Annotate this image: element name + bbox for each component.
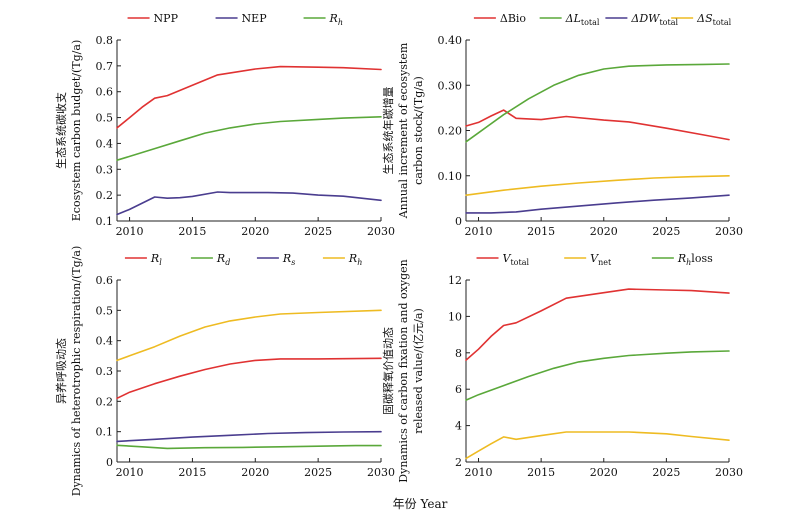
y-tick-label: 0.10 bbox=[438, 170, 463, 183]
x-tick-label: 2010 bbox=[116, 225, 144, 238]
series-line bbox=[465, 63, 730, 143]
y-tick-label: 0.5 bbox=[96, 112, 114, 125]
y-axis-label-line: Annual increment of ecosystem bbox=[397, 42, 410, 219]
legend-entry: ΔStotal bbox=[696, 12, 732, 27]
series-line bbox=[116, 444, 382, 450]
y-axis-label-line: Ecosystem carbon budget/(Tg/a) bbox=[70, 40, 83, 221]
x-tick-label: 2025 bbox=[652, 466, 680, 479]
legend-entry: NPP bbox=[154, 12, 179, 25]
x-tick-label: 2015 bbox=[527, 225, 555, 238]
y-axis-label-line: 生态系统年碳增量 bbox=[381, 87, 395, 175]
y-tick-label: 0.5 bbox=[96, 304, 114, 317]
x-tick-label: 2015 bbox=[178, 225, 206, 238]
x-tick-label: 2020 bbox=[590, 466, 618, 479]
y-tick-label: 0.2 bbox=[96, 189, 114, 202]
x-tick-label: 2010 bbox=[465, 466, 493, 479]
x-tick-label: 2030 bbox=[367, 225, 395, 238]
series-line bbox=[465, 350, 730, 401]
y-axis-label-line: released value/(亿元/a) bbox=[412, 308, 425, 434]
panel-top-left: 2010 2015 2020 2025 2030 0.1 0.2 0.3 0.4 0.5 0.6 0.… bbox=[54, 12, 395, 238]
x-tick-label: 2025 bbox=[652, 225, 680, 238]
series-line bbox=[465, 288, 730, 361]
y-tick-label: 0.6 bbox=[96, 86, 114, 99]
series-line bbox=[116, 309, 382, 362]
x-tick-label: 2010 bbox=[465, 225, 493, 238]
x-tick-label: 2010 bbox=[116, 466, 144, 479]
y-tick-label: 0.3 bbox=[96, 163, 114, 176]
figure-x-axis-label: 年份 Year bbox=[393, 497, 448, 511]
y-tick-label: 0.40 bbox=[438, 34, 463, 47]
x-tick-label: 2020 bbox=[241, 225, 269, 238]
panels-group: 2010 2015 2020 2025 20300.10.20.30.40.50.60.… bbox=[54, 12, 743, 496]
x-tick-label: 2020 bbox=[241, 466, 269, 479]
x-tick-label: 2020 bbox=[590, 225, 618, 238]
x-tick-label: 2030 bbox=[715, 225, 743, 238]
x-tick-label: 2015 bbox=[178, 466, 206, 479]
y-tick-label: 0.1 bbox=[96, 215, 114, 228]
legend-entry: Rhloss bbox=[677, 252, 713, 267]
y-tick-label: 0.1 bbox=[96, 426, 114, 439]
y-tick-label: 0.30 bbox=[438, 79, 463, 92]
series-line bbox=[116, 65, 382, 129]
legend-entry: ΔDWtotal bbox=[630, 12, 678, 27]
legend-entry: Rh bbox=[348, 252, 362, 267]
legend-entry: Rh bbox=[329, 12, 343, 27]
y-tick-label: 0.7 bbox=[96, 60, 114, 73]
y-tick-label: 0 bbox=[455, 215, 462, 228]
panel-top-right: 2010 2015 2020 2025 2030 0 0.10 0.20 0.30 0.40 生态系… bbox=[381, 12, 743, 238]
panel-bottom-left: 2010 2015 2020 2025 2030 0 0.1 0.2 0.3 0.4 0.5 0.6 异… bbox=[54, 246, 395, 497]
series-line bbox=[116, 191, 382, 216]
y-tick-label: 12 bbox=[448, 274, 462, 287]
legend-entry: Rl bbox=[150, 252, 162, 267]
x-tick-label: 2015 bbox=[527, 466, 555, 479]
y-axis-label-line: carbon stock/(Tg/a) bbox=[412, 76, 425, 185]
x-tick-label: 2025 bbox=[304, 225, 332, 238]
x-tick-label: 2025 bbox=[304, 466, 332, 479]
legend-entry: NEP bbox=[242, 12, 268, 25]
y-tick-label: 4 bbox=[455, 420, 462, 433]
legend-entry: ΔLtotal bbox=[565, 12, 600, 27]
y-axis-label-line: 异养呼吸动态 bbox=[54, 338, 68, 404]
y-tick-label: 8 bbox=[455, 347, 462, 360]
y-axis-label-line: 生态系统碳收支 bbox=[54, 92, 68, 169]
y-axis-label-line: Dynamics of heterotrophic respiration/(T… bbox=[70, 246, 83, 497]
series-line bbox=[465, 431, 730, 460]
panel-bottom-right: 2010 2015 2020 2025 2030 2 4 6 8 10 12 固碳释氧价值动态 Dyna… bbox=[381, 252, 743, 483]
x-tick-label: 2030 bbox=[367, 466, 395, 479]
series-line bbox=[116, 430, 382, 443]
legend-entry: Rd bbox=[216, 252, 230, 267]
y-tick-label: 2 bbox=[455, 456, 462, 469]
y-tick-label: 0.8 bbox=[96, 34, 114, 47]
legend-entry: Vtotal bbox=[503, 252, 530, 267]
y-tick-label: 0.2 bbox=[96, 395, 114, 408]
y-axis-label-line: 固碳释氧价值动态 bbox=[381, 327, 395, 415]
series-line bbox=[465, 175, 730, 196]
y-axis-label-line: Dynamics of carbon fixation and oxygen bbox=[397, 259, 410, 482]
x-tick-label: 2030 bbox=[715, 466, 743, 479]
series-line bbox=[116, 357, 382, 400]
series-line bbox=[465, 194, 730, 214]
legend-entry: Vnet bbox=[590, 252, 612, 267]
legend-entry: ΔBio bbox=[500, 12, 527, 25]
y-tick-label: 6 bbox=[455, 383, 462, 396]
y-tick-label: 10 bbox=[448, 310, 462, 323]
y-tick-label: 0.4 bbox=[96, 137, 114, 150]
y-tick-label: 0 bbox=[106, 456, 113, 469]
series-line bbox=[465, 109, 730, 141]
y-tick-label: 0.4 bbox=[96, 335, 114, 348]
series-line bbox=[116, 116, 382, 161]
y-tick-label: 0.6 bbox=[96, 274, 114, 287]
legend-entry: Rs bbox=[282, 252, 295, 267]
y-tick-label: 0.3 bbox=[96, 365, 114, 378]
y-tick-label: 0.20 bbox=[438, 125, 463, 138]
